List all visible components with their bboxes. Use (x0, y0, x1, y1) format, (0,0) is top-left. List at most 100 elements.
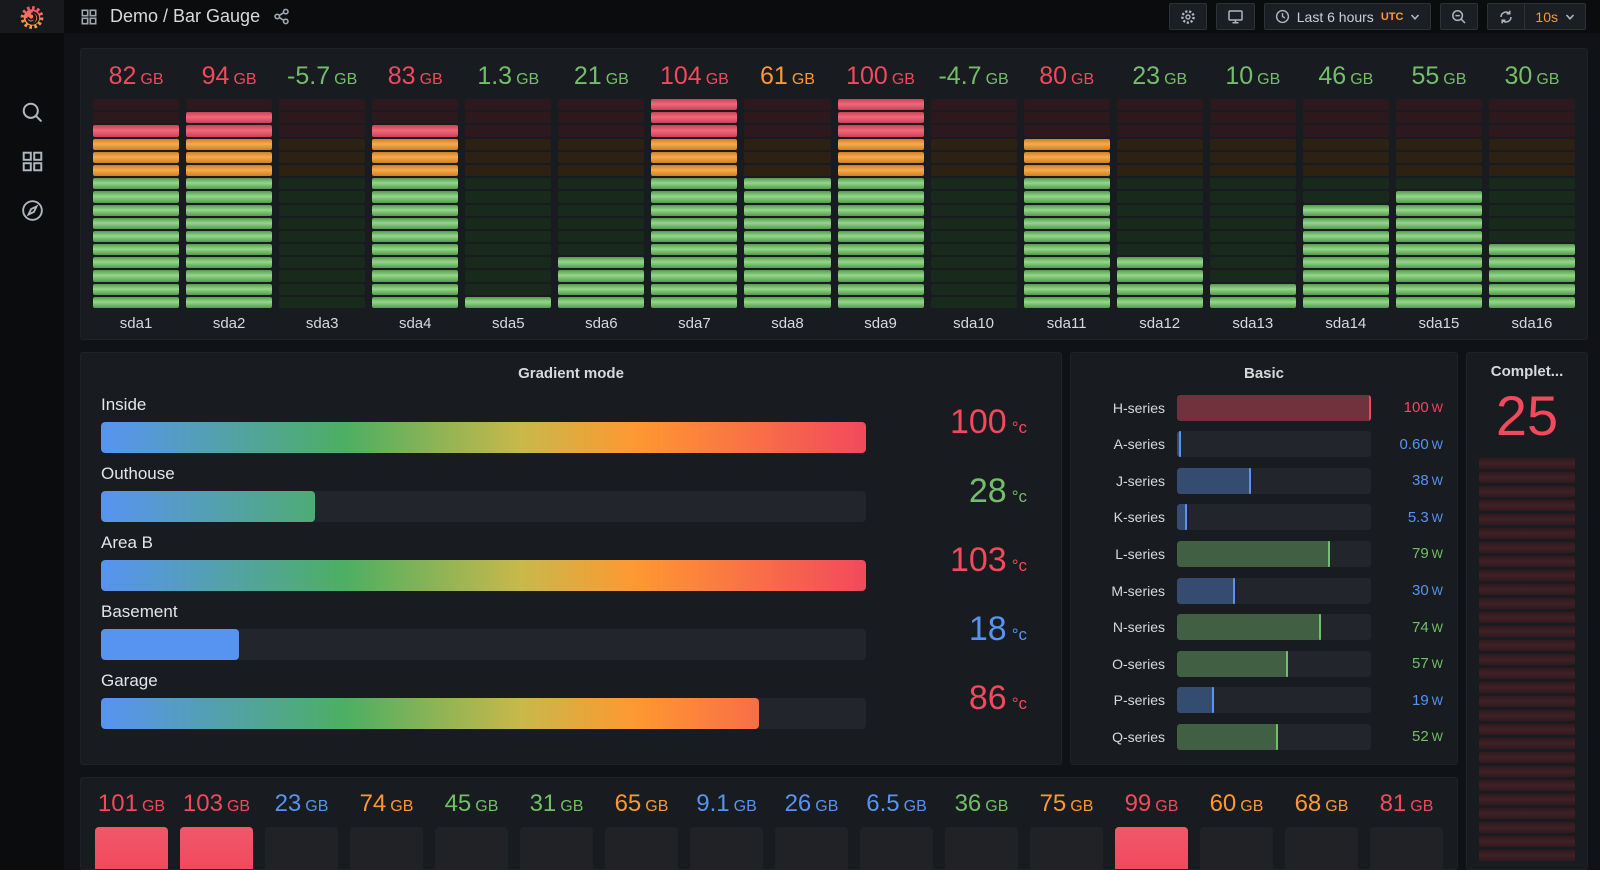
lcd-cell (1395, 283, 1482, 295)
metric-value: 10 GB (1225, 62, 1281, 90)
lcd-cell (1479, 780, 1575, 792)
panel-gradient-mode[interactable]: Gradient mode Inside 100 °c Outhouse 28 °c Are… (80, 352, 1062, 765)
bar-track (95, 827, 168, 869)
dashboard-squares-icon[interactable] (81, 8, 97, 25)
lcd-cell (558, 230, 645, 243)
lcd-cell (1488, 112, 1575, 124)
lcd-column: 104 GB sda7 (651, 62, 738, 333)
lcd-cell (279, 178, 366, 190)
lcd-cell (930, 178, 1017, 190)
lcd-cell (186, 191, 273, 203)
lcd-cell (651, 270, 738, 282)
lcd-cell (1116, 296, 1203, 308)
gauge-fill (101, 629, 239, 660)
lcd-cell (1479, 794, 1575, 806)
lcd-cell (465, 244, 552, 256)
gauge-value: 57 W (1411, 655, 1443, 673)
lcd-cell (1116, 138, 1203, 150)
lcd-cell (1395, 112, 1482, 124)
refresh-button[interactable] (1487, 3, 1525, 30)
explore-compass-icon[interactable] (21, 199, 44, 222)
lcd-cell (93, 296, 180, 308)
clock-icon (1275, 9, 1289, 24)
gauge-value: 103 °c (949, 540, 1027, 579)
refresh-interval-dropdown[interactable]: 10s (1524, 3, 1586, 30)
lcd-cell (1023, 164, 1110, 177)
gauge-fill (101, 422, 866, 453)
lcd-cell (837, 283, 924, 295)
gauge-label: O-series (1112, 655, 1165, 672)
lcd-cell (651, 217, 738, 229)
panel-completion[interactable]: Complet... 25 (1466, 352, 1588, 870)
lcd-cell (1395, 230, 1482, 243)
bar-track (350, 827, 423, 869)
gauge-label: M-series (1111, 582, 1165, 599)
grafana-logo[interactable] (0, 0, 64, 33)
metric-value: 6.5 GB (866, 790, 927, 817)
lcd-cell (744, 230, 831, 243)
panel-basic[interactable]: Basic H-series 100 W A-series 0.60 W J-series 3… (1070, 352, 1458, 765)
metric-value: 26 GB (784, 790, 839, 817)
lcd-cell (372, 257, 459, 269)
lcd-cell (651, 99, 738, 111)
chevron-down-icon (1565, 13, 1575, 20)
gear-icon (1180, 9, 1195, 24)
category-label: sda13 (1232, 315, 1274, 332)
gauge-value: 5.3 W (1407, 508, 1443, 526)
bar-column: 99 GB (1115, 790, 1188, 869)
tv-mode-button[interactable] (1215, 3, 1255, 30)
lcd-cell (744, 270, 831, 282)
lcd-cell (372, 191, 459, 203)
lcd-cell (1302, 164, 1389, 177)
dashboards-icon[interactable] (22, 151, 43, 172)
lcd-cell (651, 125, 738, 137)
lcd-cell (372, 217, 459, 229)
metric-value: 82 GB (108, 62, 164, 90)
lcd-cell (1116, 125, 1203, 137)
lcd-cell (651, 257, 738, 269)
search-icon[interactable] (21, 101, 44, 124)
panel-retro-lcd[interactable]: 82 GB sda1 94 GB sda2 -5.7 GB sda3 83 GB sda4 1.3 GB s… (80, 48, 1588, 340)
lcd-cell (651, 112, 738, 124)
lcd-cell-stack (372, 99, 459, 308)
share-icon[interactable] (273, 8, 290, 25)
completion-cells (1477, 458, 1577, 863)
category-label: sda1 (119, 315, 153, 332)
lcd-cell (1116, 112, 1203, 124)
gauge-track (1177, 431, 1371, 458)
lcd-cell (465, 191, 552, 203)
lcd-cell (1488, 99, 1575, 111)
lcd-cell (558, 151, 645, 163)
lcd-cell (1023, 99, 1110, 111)
gauge-row: J-series 38 W (1085, 467, 1443, 494)
lcd-cell (651, 283, 738, 295)
lcd-cell (837, 257, 924, 269)
metric-value: 23 GB (1132, 62, 1188, 90)
time-range-picker[interactable]: Last 6 hours UTC (1263, 3, 1432, 30)
settings-button[interactable] (1168, 3, 1207, 30)
lcd-cell (279, 191, 366, 203)
lcd-column: 55 GB sda15 (1395, 62, 1482, 333)
lcd-cell (1302, 283, 1389, 295)
lcd-cell (1023, 178, 1110, 190)
zoom-out-button[interactable] (1440, 3, 1479, 30)
gauge-fill (1177, 614, 1321, 641)
bar-column: 23 GB (265, 790, 338, 869)
bar-fill (1115, 827, 1188, 869)
lcd-cell-stack (279, 99, 366, 308)
refresh-controls: 10s (1487, 3, 1586, 30)
lcd-cell-stack (837, 99, 924, 308)
bar-track (520, 827, 593, 869)
lcd-cell (1302, 296, 1389, 308)
panel-bottom-bars[interactable]: 101 GB 103 GB 23 GB 74 GB 45 GB 31 GB 65 GB 9.1 GB 26 GB 6… (80, 777, 1458, 870)
lcd-column: 1.3 GB sda5 (465, 62, 552, 333)
lcd-column: 21 GB sda6 (558, 62, 645, 333)
bar-column: 103 GB (180, 790, 253, 869)
zoom-out-icon (1452, 9, 1466, 24)
gauge-label: A-series (1113, 436, 1165, 453)
metric-value: 99 GB (1124, 790, 1179, 817)
lcd-cell (279, 99, 366, 111)
lcd-cell-stack (186, 99, 273, 308)
lcd-cell (1209, 296, 1296, 308)
lcd-cell (930, 138, 1017, 150)
